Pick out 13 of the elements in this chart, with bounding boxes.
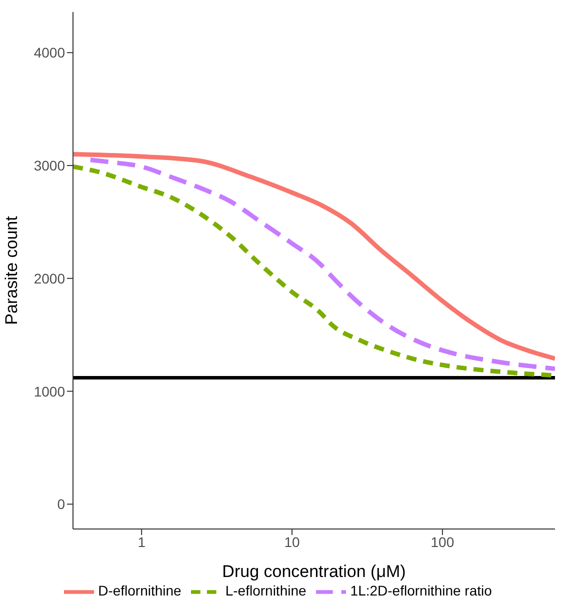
- y-axis-title: Parasite count: [2, 216, 22, 325]
- legend-label: D-eflornithine: [98, 582, 182, 599]
- legend-label: L-eflornithine: [225, 582, 306, 599]
- x-tick-label: 100: [430, 534, 454, 550]
- y-tick-label: 3000: [34, 157, 66, 174]
- x-tick-label: 1: [138, 534, 146, 550]
- legend-label: 1L:2D-eflornithine ratio: [350, 582, 492, 599]
- x-axis-title: Drug concentration (μM): [222, 562, 406, 581]
- y-tick-label: 0: [57, 496, 66, 512]
- y-tick-label: 4000: [34, 44, 66, 61]
- y-tick-label: 2000: [34, 270, 66, 286]
- y-tick-label: 1000: [34, 383, 66, 400]
- x-tick-label: 10: [284, 534, 300, 550]
